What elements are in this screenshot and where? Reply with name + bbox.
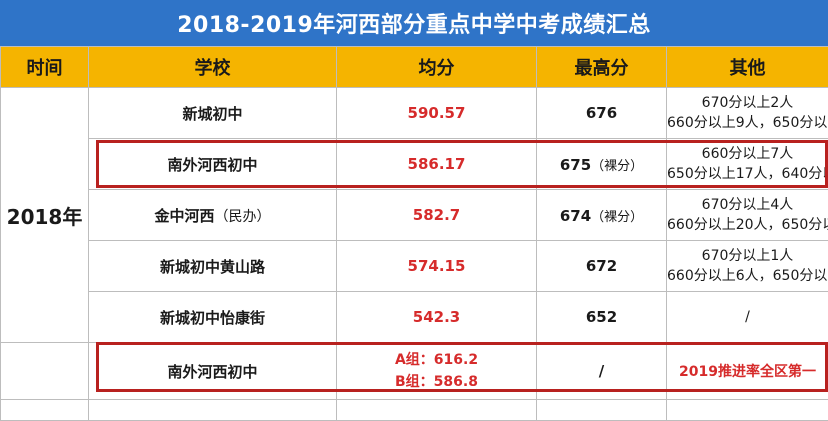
school-name: 新城初中黄山路 [160, 258, 265, 276]
max-cell: 675（裸分） [537, 139, 667, 190]
header-row: 时间 学校 均分 最高分 其他 [1, 47, 828, 88]
table-row [1, 400, 828, 421]
school-cell: 金中河西（民办） [89, 190, 337, 241]
other-line: 660分以上9人，650分以上36人 [667, 113, 828, 133]
other-cell: 670分以上4人 660分以上20人，650分以上50人 [667, 190, 828, 241]
table-row: 新城初中怡康街 542.3 652 / [1, 292, 828, 343]
other-line: 660分以上20人，650分以上50人 [667, 215, 828, 235]
other-line: 670分以上4人 [667, 195, 828, 215]
school-name: 新城初中怡康街 [160, 309, 265, 327]
school-cell: 新城初中怡康街 [89, 292, 337, 343]
scores-table: 时间 学校 均分 最高分 其他 2018年 新城初中 590.57 676 67… [0, 46, 828, 421]
avg-cell: 590.57 [337, 88, 537, 139]
other-cell: 670分以上2人 660分以上9人，650分以上36人 [667, 88, 828, 139]
school-cell: 南外河西初中 [89, 139, 337, 190]
avg-cell: 542.3 [337, 292, 537, 343]
avg-group-b: B组：586.8 [337, 371, 536, 393]
header-time: 时间 [1, 47, 89, 88]
max-value: 674 [560, 207, 591, 225]
other-line: 670分以上2人 [667, 93, 828, 113]
header-other: 其他 [667, 47, 828, 88]
other-cell: / [667, 292, 828, 343]
max-note: （裸分） [591, 210, 643, 225]
avg-cell: A组：616.2 B组：586.8 [337, 343, 537, 400]
table-title: 2018-2019年河西部分重点中学中考成绩汇总 [0, 0, 828, 46]
max-cell: 674（裸分） [537, 190, 667, 241]
other-line: 650分以上17人，640分以上32人 [667, 164, 828, 184]
school-cell: 新城初中黄山路 [89, 241, 337, 292]
year-cell-2019 [1, 343, 89, 400]
other-line: 670分以上1人 [667, 246, 828, 266]
header-school: 学校 [89, 47, 337, 88]
max-note: （裸分） [591, 159, 643, 174]
table-row: 新城初中黄山路 574.15 672 670分以上1人 660分以上6人，650… [1, 241, 828, 292]
max-cell: / [537, 343, 667, 400]
table-row: 金中河西（民办） 582.7 674（裸分） 670分以上4人 660分以上20… [1, 190, 828, 241]
school-name: 金中河西 [154, 207, 214, 225]
other-cell: 660分以上7人 650分以上17人，640分以上32人 [667, 139, 828, 190]
header-avg: 均分 [337, 47, 537, 88]
other-line: 660分以上7人 [667, 144, 828, 164]
school-name: 南外河西初中 [167, 156, 257, 174]
empty-cell [537, 400, 667, 421]
year-cell-2018: 2018年 [1, 88, 89, 343]
max-value: 675 [560, 156, 591, 174]
school-cell: 新城初中 [89, 88, 337, 139]
max-cell: 672 [537, 241, 667, 292]
other-cell: 670分以上1人 660分以上6人，650分以上15人 [667, 241, 828, 292]
school-name: 新城初中 [182, 105, 242, 123]
other-line: 660分以上6人，650分以上15人 [667, 266, 828, 286]
table-row: 南外河西初中 A组：616.2 B组：586.8 / 2019推进率全区第一 [1, 343, 828, 400]
empty-cell [667, 400, 828, 421]
empty-cell [89, 400, 337, 421]
avg-cell: 586.17 [337, 139, 537, 190]
header-max: 最高分 [537, 47, 667, 88]
avg-cell: 582.7 [337, 190, 537, 241]
max-cell: 676 [537, 88, 667, 139]
table-row: 2018年 新城初中 590.57 676 670分以上2人 660分以上9人，… [1, 88, 828, 139]
school-cell: 南外河西初中 [89, 343, 337, 400]
max-cell: 652 [537, 292, 667, 343]
other-cell: 2019推进率全区第一 [667, 343, 828, 400]
empty-cell [1, 400, 89, 421]
school-note: （民办） [215, 209, 271, 225]
avg-group-a: A组：616.2 [337, 349, 536, 371]
avg-cell: 574.15 [337, 241, 537, 292]
table-row: 南外河西初中 586.17 675（裸分） 660分以上7人 650分以上17人… [1, 139, 828, 190]
empty-cell [337, 400, 537, 421]
